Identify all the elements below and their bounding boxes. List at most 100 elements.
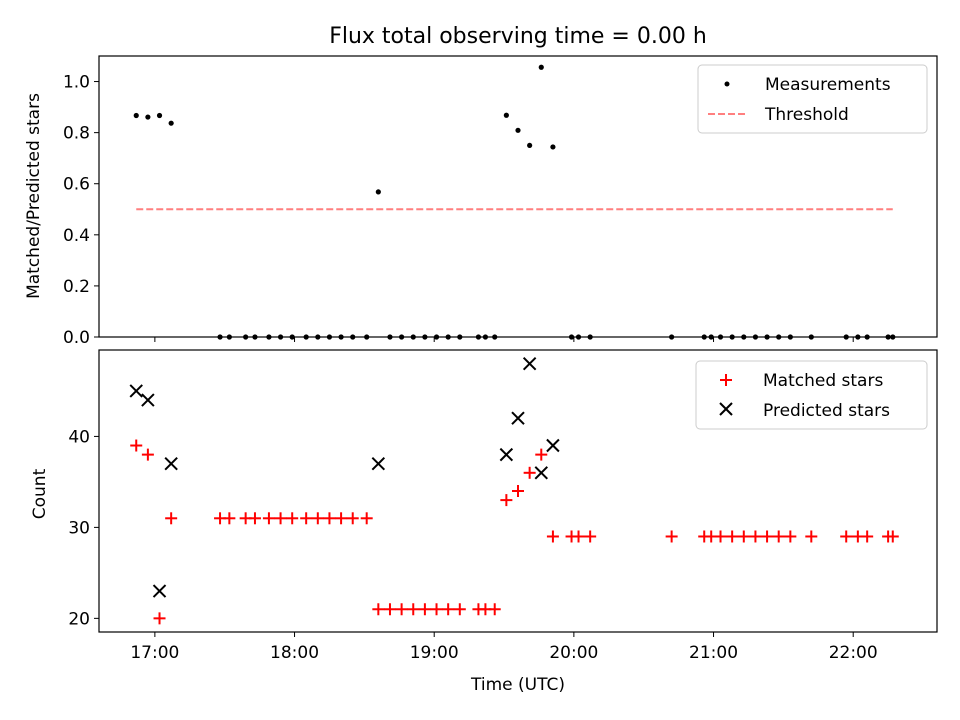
matched-star-point <box>418 603 431 616</box>
chart-title: Flux total observing time = 0.00 h <box>329 24 707 49</box>
predicted-star-stroke-b <box>152 584 167 598</box>
measurement-point <box>503 112 509 118</box>
matched-star-point <box>274 512 287 525</box>
top-legend-box <box>697 64 928 134</box>
matched-star-point <box>665 530 678 543</box>
top-y-axis-label: Matched/Predicted stars <box>24 93 44 299</box>
matched-star-point <box>395 603 408 616</box>
matched-star-point <box>861 530 874 543</box>
predicted-star-stroke-b <box>164 457 178 471</box>
measurement-point <box>550 144 556 150</box>
top-panel: Matched/Predicted stars 0.0 0.2 0.4 0.6 0.8 1… <box>24 55 938 348</box>
predicted-star-point <box>152 584 167 598</box>
top-y-tick-label: 0.2 <box>63 277 90 297</box>
predicted-star-stroke-b <box>499 447 514 462</box>
matched-star-point <box>262 512 275 525</box>
matched-star-point <box>223 512 236 525</box>
matched-star-point <box>772 530 785 543</box>
legend-predicted-stars-label: Predicted stars <box>763 401 890 421</box>
predicted-star-stroke-b <box>371 457 386 471</box>
predicted-star-point <box>141 393 155 407</box>
matched-star-point <box>546 530 559 543</box>
matched-star-point <box>584 530 597 543</box>
matched-star-point <box>360 512 373 525</box>
bottom-x-ticks: 17:00 18:00 19:00 20:00 21:00 22:00 <box>130 632 878 663</box>
matched-star-point <box>311 512 324 525</box>
measurement-point <box>133 112 139 119</box>
legend-measurements-label: Measurements <box>765 75 891 95</box>
bottom-legend-box <box>695 360 928 430</box>
measurement-point <box>527 142 533 149</box>
x-axis-label: Time (UTC) <box>470 675 565 695</box>
matched-star-point <box>749 530 762 543</box>
bottom-y-tick-label: 20 <box>68 609 90 629</box>
matched-star-point <box>512 485 524 497</box>
x-tick-label: 19:00 <box>410 643 459 663</box>
bottom-plot-marks <box>129 356 899 625</box>
matched-star-point <box>523 466 536 479</box>
x-tick-label: 22:00 <box>829 643 878 663</box>
measurement-point <box>375 189 381 195</box>
predicted-star-stroke-b <box>141 393 155 407</box>
matched-star-point <box>286 512 299 525</box>
matched-star-point <box>726 530 739 543</box>
top-legend: Measurements Threshold <box>697 64 928 134</box>
predicted-star-point <box>164 457 178 471</box>
measurement-point <box>515 127 521 133</box>
bottom-panel: Count 20 30 40 17:00 18:00 19:00 20:00 21:00 22… <box>30 349 938 663</box>
matched-star-point <box>761 530 774 543</box>
matched-star-point <box>323 512 336 525</box>
predicted-star-stroke-b <box>546 438 560 453</box>
matched-star-point <box>500 494 513 507</box>
predicted-star-point <box>534 466 548 480</box>
predicted-star-point <box>511 411 525 425</box>
matched-star-point <box>886 530 899 543</box>
matched-star-point <box>383 603 396 616</box>
matched-star-point <box>335 512 348 525</box>
predicted-star-stroke-b <box>129 384 143 398</box>
top-y-tick-label: 1.0 <box>63 73 90 93</box>
matched-star-point <box>141 448 154 461</box>
predicted-star-stroke-b <box>534 466 548 480</box>
measurements-legend-marker <box>724 81 730 87</box>
predicted-stars-legend-marker <box>719 402 733 416</box>
top-y-ticks: 0.0 0.2 0.4 0.6 0.8 1.0 <box>63 73 99 348</box>
matched-star-point <box>535 448 548 461</box>
matched-star-point <box>153 612 166 625</box>
top-y-tick-label: 0.4 <box>63 226 90 246</box>
matched-star-point <box>430 603 443 616</box>
matched-star-point <box>300 512 313 525</box>
top-y-tick-label: 0.8 <box>63 124 90 144</box>
matched-star-point <box>346 512 359 525</box>
matched-star-point <box>372 603 385 616</box>
legend-matched-stars-label: Matched stars <box>763 371 883 391</box>
matched-star-point <box>248 512 261 525</box>
matched-star-point <box>130 439 143 452</box>
bottom-y-tick-label: 40 <box>68 427 90 447</box>
predicted-star-point <box>546 438 560 453</box>
measurement-point <box>538 64 544 70</box>
top-y-tick-label: 0.6 <box>63 175 90 195</box>
x-tick-label: 21:00 <box>689 643 738 663</box>
top-plot-frame <box>98 55 938 338</box>
measurement-point <box>168 120 174 126</box>
top-plot-marks <box>133 64 896 340</box>
measurement-point <box>145 114 151 120</box>
x-tick-label: 17:00 <box>130 643 179 663</box>
predicted-star-point <box>499 447 514 462</box>
measurement-point <box>156 112 163 119</box>
matched-star-point <box>784 530 797 543</box>
bottom-y-axis-label: Count <box>30 468 50 519</box>
bottom-legend: Matched stars Predicted stars <box>695 360 928 430</box>
legend-threshold-label: Threshold <box>764 105 849 125</box>
matched-star-point <box>453 603 466 616</box>
bottom-y-ticks: 20 30 40 <box>68 427 99 629</box>
top-y-tick-label: 0.0 <box>63 328 90 348</box>
matched-star-point <box>407 603 420 616</box>
predicted-star-point <box>522 356 537 371</box>
predicted-star-point <box>371 457 386 471</box>
predicted-star-point <box>129 384 143 398</box>
matched-star-point <box>572 530 585 543</box>
x-tick-label: 18:00 <box>270 643 319 663</box>
